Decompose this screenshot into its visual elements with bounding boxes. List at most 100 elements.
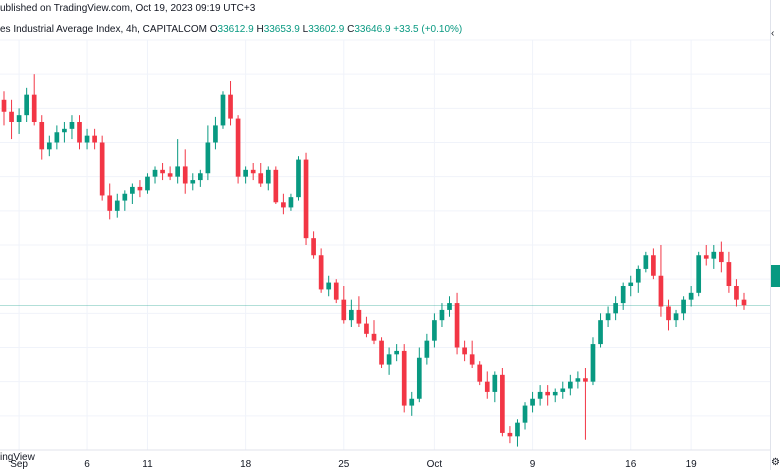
candle-body: [235, 118, 241, 177]
candle-body: [220, 94, 226, 126]
candle-body: [628, 282, 634, 286]
candle-body: [39, 122, 45, 150]
candle-body: [605, 313, 611, 321]
candle-body: [696, 255, 702, 293]
candle-body: [62, 128, 67, 133]
candle-body: [726, 262, 732, 286]
candle-body: [484, 381, 490, 392]
candle-body: [54, 132, 60, 143]
candle-body: [281, 202, 286, 208]
candle-body: [552, 391, 558, 396]
candle-body: [741, 299, 747, 306]
candle-body: [371, 333, 377, 341]
candle-body: [447, 303, 452, 310]
candle-body: [243, 169, 248, 177]
candle-body: [160, 169, 165, 174]
candle-body: [681, 299, 686, 314]
candle-body: [500, 374, 505, 433]
x-tick-label: 19: [686, 459, 698, 470]
candle-body: [620, 286, 626, 304]
candle-body: [349, 309, 354, 321]
publish-header: ublished on TradingView.com, Oct 19, 202…: [0, 3, 256, 14]
candle-body: [213, 125, 218, 143]
candle-body: [703, 255, 709, 259]
candle-body: [364, 323, 369, 334]
candle-body: [16, 115, 22, 122]
candle-body: [522, 405, 528, 423]
x-tick-label: Sep: [10, 459, 28, 470]
candle-body: [424, 340, 430, 358]
candle-body: [69, 122, 75, 129]
candle-body: [152, 169, 158, 177]
candle-body: [356, 309, 362, 324]
candle-body: [734, 286, 739, 300]
candle-body: [651, 255, 656, 276]
x-tick-label: 6: [84, 459, 90, 470]
candle-body: [197, 173, 203, 181]
candle-body: [469, 354, 475, 365]
candle-body: [175, 166, 181, 177]
candle-body: [296, 159, 301, 198]
candle-body: [341, 299, 347, 321]
brand-footer: ingView: [0, 452, 35, 463]
collapse-icon[interactable]: ‹: [771, 28, 775, 39]
high-value: 33653.9: [263, 24, 300, 35]
x-tick-label: 25: [338, 459, 350, 470]
candle-body: [114, 200, 120, 211]
candle-body: [122, 193, 128, 201]
candle-body: [439, 309, 445, 321]
candle-body: [515, 422, 520, 437]
candle-body: [84, 135, 90, 143]
candle-body: [386, 354, 392, 365]
candle-body: [326, 282, 332, 290]
candle-body: [379, 340, 384, 365]
x-tick-label: 9: [530, 459, 536, 470]
candle-body: [311, 238, 316, 256]
candle-body: [145, 176, 150, 191]
symbol-legend: es Industrial Average Index, 4h, CAPITAL…: [0, 24, 463, 35]
candle-body: [530, 398, 535, 406]
candle-body: [394, 350, 399, 355]
gear-icon[interactable]: ⚙: [771, 457, 780, 468]
candle-body: [492, 374, 498, 392]
candle-body: [643, 255, 649, 269]
candle-body: [416, 357, 422, 399]
candle-body: [666, 306, 671, 321]
candle-body: [688, 292, 694, 300]
candle-body: [401, 350, 407, 406]
candle-body: [137, 186, 143, 191]
candle-body: [711, 251, 717, 259]
candle-body: [673, 313, 679, 321]
candle-body: [719, 251, 724, 263]
candle-body: [409, 398, 415, 406]
candle-body: [635, 268, 641, 283]
candle-body: [560, 388, 566, 392]
candle-body: [228, 94, 233, 119]
x-tick-label: 18: [240, 459, 252, 470]
candle-body: [250, 169, 256, 174]
candle-body: [273, 169, 279, 203]
candle-body: [583, 378, 588, 382]
candle-body: [303, 159, 309, 239]
x-tick-label: 16: [625, 459, 637, 470]
candle-body: [24, 94, 29, 116]
last-price-tag: [771, 265, 780, 287]
candle-body: [31, 94, 37, 122]
close-value: 33646.9: [354, 24, 391, 35]
candle-body: [9, 111, 14, 122]
candle-body: [107, 195, 113, 211]
price-axis[interactable]: [770, 0, 780, 470]
candle-body: [1, 99, 7, 112]
candle-body: [613, 303, 618, 314]
candle-body: [333, 282, 339, 300]
candle-body: [575, 378, 581, 382]
candle-body: [258, 173, 264, 184]
candle-body: [462, 347, 467, 355]
x-tick-label: Oct: [427, 459, 443, 470]
candle-body: [288, 197, 294, 208]
candle-body: [265, 169, 271, 184]
candle-body: [130, 186, 135, 194]
change-value: +33.5 (+0.10%): [393, 24, 463, 35]
candle-body: [190, 180, 196, 184]
